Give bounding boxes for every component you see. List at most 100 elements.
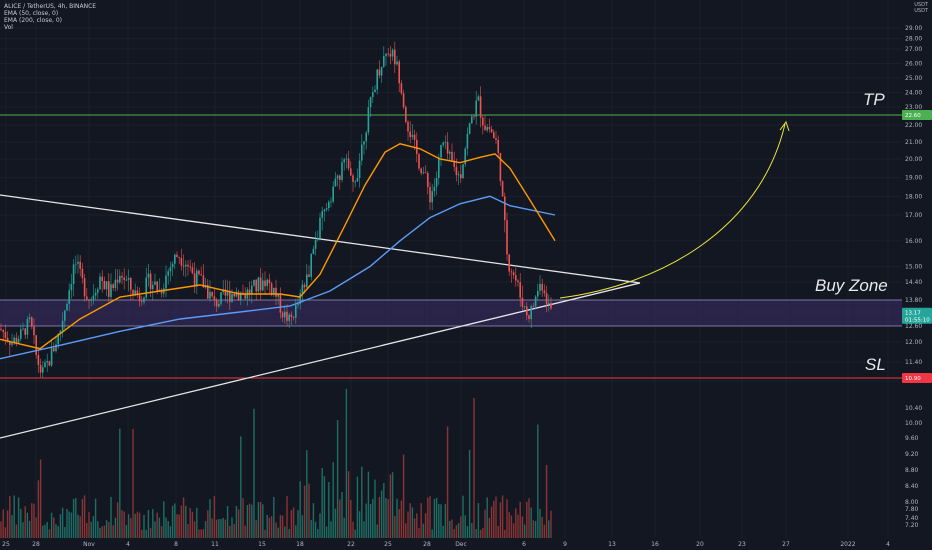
volume-bar	[59, 514, 62, 538]
volume-bar	[242, 498, 244, 538]
volume-bar	[284, 526, 286, 538]
candle	[119, 269, 121, 285]
volume-bar	[57, 526, 59, 538]
currency-unit: USDT USDT	[914, 2, 928, 14]
volume-bar	[325, 526, 328, 538]
candle	[442, 141, 444, 148]
candle	[152, 281, 154, 301]
volume-bar	[248, 503, 251, 538]
candle	[407, 119, 409, 141]
volume-bar	[88, 511, 90, 538]
candle	[369, 96, 372, 118]
x-tick-label: Dec	[455, 541, 467, 548]
volume-bar	[431, 529, 433, 538]
volume-bar	[517, 514, 519, 538]
volume-bar	[90, 521, 92, 538]
candle	[420, 167, 422, 176]
volume-bar	[466, 526, 469, 538]
volume-bar	[79, 516, 81, 538]
volume-bar	[145, 529, 147, 538]
volume-bar	[125, 525, 128, 538]
volume-bar	[277, 527, 279, 538]
volume-bar	[460, 516, 462, 538]
x-tick-label: 2022	[840, 541, 855, 548]
volume-bar	[22, 522, 24, 538]
volume-bar	[77, 514, 79, 538]
volume-bar	[75, 497, 77, 538]
candle	[97, 287, 99, 299]
volume-bar	[444, 503, 447, 538]
candle	[488, 118, 491, 133]
candle	[125, 275, 128, 282]
candle	[288, 312, 290, 328]
candle	[429, 182, 431, 210]
candle	[495, 130, 497, 144]
volume-bar	[259, 501, 262, 538]
y-tick-label: 25.00	[905, 75, 922, 82]
candle	[284, 305, 286, 324]
volume-bar	[235, 505, 238, 538]
candle	[48, 360, 51, 367]
ema50-legend[interactable]: EMA (50, close, 0)	[4, 10, 59, 17]
candle	[136, 286, 139, 299]
volume-bar	[328, 482, 330, 538]
volume-bar	[119, 428, 121, 538]
price-axis[interactable]: 29.00 28.00 27.00 26.00 25.00 24.00 23.00 22.00…	[902, 0, 932, 550]
volume-bar	[334, 508, 337, 538]
ema200-legend[interactable]: EMA (200, close, 0)	[4, 17, 63, 24]
candle	[264, 271, 266, 295]
candle	[88, 299, 90, 309]
candle	[15, 332, 18, 347]
volume-bar	[55, 524, 57, 538]
svg-text:22.60: 22.60	[905, 113, 921, 119]
candle	[33, 318, 35, 345]
volume-bar	[530, 507, 532, 538]
symbol-title[interactable]: ALICE / TetherUS, 4h, BINANCE	[4, 3, 97, 10]
volume-bar	[13, 495, 15, 538]
volume-bar	[68, 511, 70, 538]
candle	[121, 272, 123, 285]
volume-bar	[215, 519, 218, 538]
volume-bar	[537, 424, 539, 538]
candle	[180, 248, 183, 271]
volume-bar	[358, 511, 361, 538]
y-tick-label: 19.00	[905, 175, 922, 182]
candle	[275, 279, 277, 306]
volume-bar	[6, 510, 9, 538]
candle	[387, 47, 389, 57]
volume-legend[interactable]: Vol	[4, 24, 13, 31]
volume-bar	[385, 498, 387, 538]
candle	[160, 287, 163, 298]
candle	[471, 114, 473, 124]
candle	[427, 170, 429, 195]
candle	[317, 230, 319, 242]
candle	[310, 252, 312, 281]
time-axis[interactable]: 25 28 Nov 4 8 11 15 18 22 25 28 Dec 6 9 13 16 20 23 27 2022…	[2, 541, 890, 548]
y-tick-label: 18.00	[905, 193, 922, 200]
ascending-trendline	[0, 282, 641, 439]
candle	[31, 316, 33, 330]
candle	[4, 324, 7, 345]
volume-bar	[532, 520, 535, 538]
volume-bar	[493, 500, 495, 538]
candle	[46, 353, 48, 372]
volume-bar	[372, 498, 374, 538]
volume-bar	[356, 476, 359, 538]
x-tick-label: 27	[782, 541, 790, 548]
volume-bar	[178, 514, 180, 538]
candle	[281, 311, 284, 322]
candle	[462, 163, 464, 179]
volume-bar	[233, 524, 235, 538]
y-tick-label: 9.60	[905, 435, 919, 442]
volume-bar	[253, 408, 255, 538]
volume-bar	[94, 498, 97, 538]
volume-bar	[281, 515, 284, 538]
volume-bar	[378, 497, 381, 538]
volume-bar	[83, 495, 86, 538]
candle	[83, 273, 86, 302]
candle	[141, 295, 143, 306]
candle	[479, 86, 482, 128]
candle	[147, 263, 150, 287]
volume-bar	[237, 509, 240, 538]
